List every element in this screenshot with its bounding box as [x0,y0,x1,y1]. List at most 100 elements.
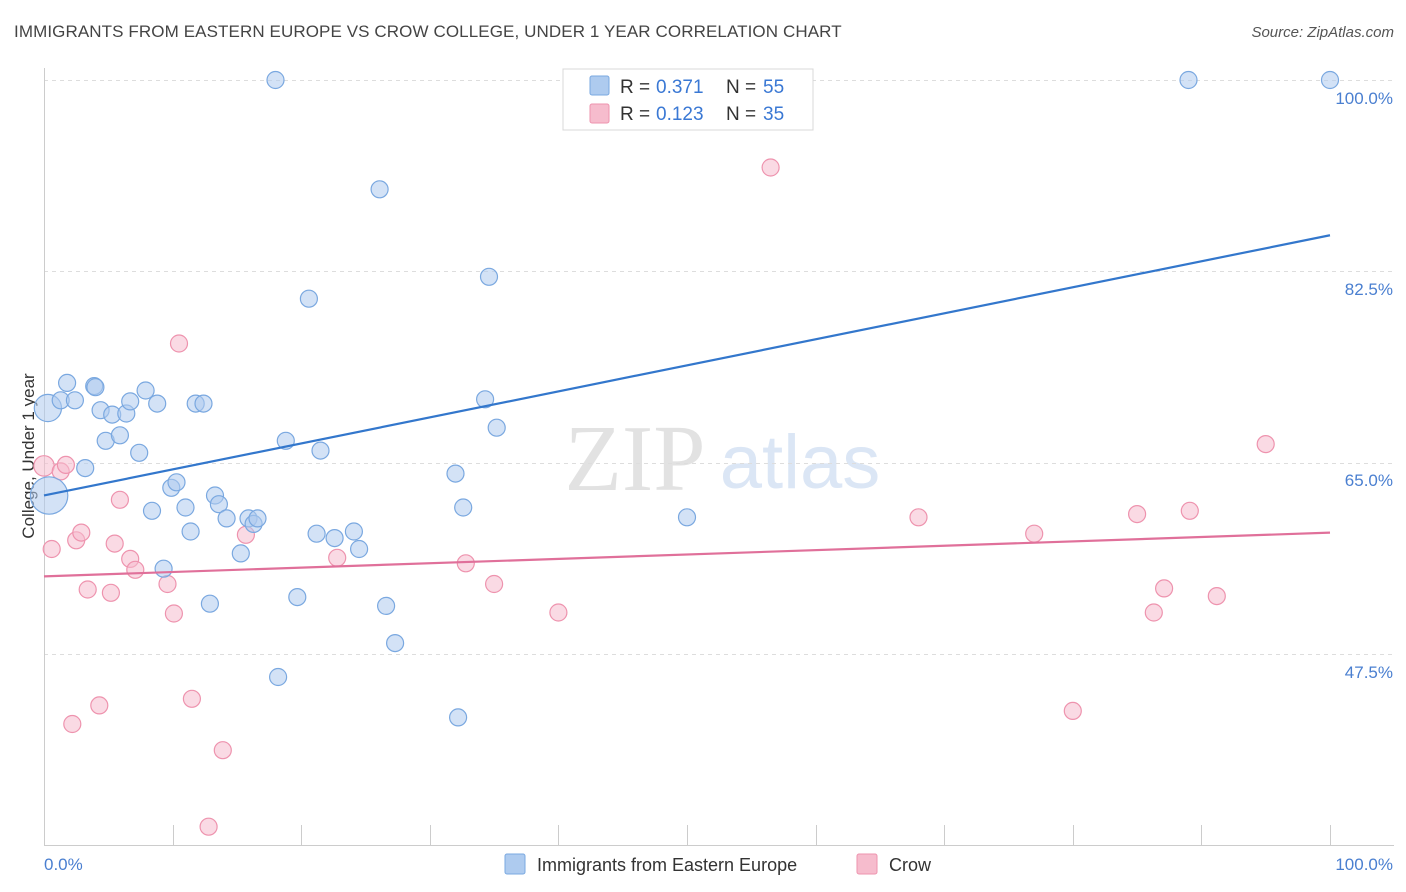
crow-point-19 [213,741,232,760]
crow-point-7 [78,580,97,599]
crow-point-31 [1154,579,1174,598]
eastern-europe-point-7 [86,378,105,397]
crow-point-15 [164,604,183,623]
series-eastern-europe-points [29,70,1340,727]
eastern-europe-point-18 [154,559,173,578]
legend-r-label-pink: R = [620,104,650,125]
crow-point-3 [56,455,76,474]
crow-point-21 [328,548,347,567]
crow-point-33 [1207,586,1226,606]
eastern-europe-point-38 [307,524,326,543]
eastern-europe-point-5 [76,459,95,478]
y-tick-label-47-5: 47.5% [1345,663,1393,682]
eastern-europe-point-11 [110,426,130,445]
eastern-europe-point-50 [479,267,499,286]
source-credit: Source: ZipAtlas.com [1251,24,1394,41]
eastern-europe-point-36 [288,587,307,607]
crow-point-11 [110,490,130,509]
crow-point-30 [1144,603,1163,622]
eastern-europe-point-47 [449,708,468,727]
crow-point-0 [33,455,55,477]
crow-point-23 [485,574,504,594]
crow-point-17 [182,689,201,708]
legend-n-value-blue: 55 [763,77,784,98]
eastern-europe-point-20 [167,473,186,492]
eastern-europe-point-4 [65,391,85,410]
eastern-europe-point-15 [136,381,155,400]
eastern-europe-point-21 [176,498,195,517]
crow-point-18 [199,817,218,836]
eastern-europe-point-17 [148,394,167,413]
crow-point-28 [1063,701,1082,721]
eastern-europe-point-25 [200,594,219,613]
crow-point-32 [1180,501,1199,520]
crow-point-9 [101,583,121,602]
crow-point-25 [761,158,780,177]
eastern-europe-point-37 [299,289,318,308]
legend-n-label-pink: N = [726,104,756,125]
crow-point-13 [126,560,145,579]
crow-point-14 [158,574,177,594]
crow-point-4 [63,714,82,734]
legend-r-label-blue: R = [620,77,650,98]
eastern-europe-point-41 [344,522,363,541]
trend-line-eastern-europe [43,234,1331,497]
watermark-atlas: atlas [720,420,881,505]
x-tick-label-right: 100.0% [1335,855,1393,874]
eastern-europe-point-3 [57,373,77,392]
crow-point-26 [909,508,928,527]
bottom-legend-swatch-crow [856,853,878,875]
eastern-europe-point-53 [1179,70,1198,90]
crow-point-8 [90,696,109,715]
eastern-europe-point-29 [231,544,250,563]
eastern-europe-point-27 [209,495,228,514]
eastern-europe-point-48 [454,498,473,517]
crow-point-27 [1025,524,1044,543]
eastern-europe-point-14 [130,443,149,462]
eastern-europe-point-44 [377,596,396,616]
crow-point-6 [72,523,91,542]
eastern-europe-point-40 [325,528,344,548]
eastern-europe-point-13 [121,392,140,411]
eastern-europe-point-24 [194,394,213,413]
crow-point-34 [1256,435,1275,454]
y-tick-label-100: 100.0% [1335,89,1393,108]
eastern-europe-point-39 [311,441,330,460]
crow-point-10 [105,534,124,553]
legend-swatch-pink [589,103,610,124]
eastern-europe-point-42 [350,539,369,559]
legend-r-value-pink: 0.123 [656,104,704,125]
eastern-europe-point-34 [269,667,288,687]
eastern-europe-point-16 [142,501,162,520]
x-ticks [44,825,1331,845]
correlation-legend: R = 0.371 N = 55 R = 0.123 N = 35 [562,68,814,131]
bottom-legend-label-eastern-europe: Immigrants from Eastern Europe [537,855,797,875]
watermark-zip: ZIP [565,407,706,511]
series-crow-points [33,158,1275,836]
eastern-europe-point-49 [476,390,495,409]
bottom-legend-swatch-eastern-europe [504,853,526,875]
y-tick-label-82-5: 82.5% [1345,280,1393,299]
legend-n-label-blue: N = [726,77,756,98]
legend-n-value-pink: 35 [763,104,784,125]
legend-swatch-blue [589,75,610,96]
eastern-europe-point-32 [248,509,267,528]
crow-point-1 [42,539,61,559]
eastern-europe-point-54 [1320,70,1340,90]
eastern-europe-point-33 [266,70,285,90]
y-axis-title: College, Under 1 year [19,373,38,539]
eastern-europe-point-28 [217,509,236,528]
eastern-europe-point-51 [487,418,506,437]
crow-point-24 [549,603,568,622]
crow-point-16 [169,334,189,353]
x-tick-label-left: 0.0% [44,855,83,874]
crow-point-29 [1127,504,1147,524]
eastern-europe-point-45 [386,633,405,653]
bottom-legend-label-crow: Crow [889,855,932,875]
eastern-europe-point-43 [370,180,389,199]
eastern-europe-point-46 [446,464,465,483]
legend-r-value-blue: 0.371 [656,77,704,98]
y-tick-labels: 100.0% 82.5% 65.0% 47.5% [1335,89,1393,682]
series-legend: Immigrants from Eastern Europe Crow [504,853,932,875]
chart-title: IMMIGRANTS FROM EASTERN EUROPE VS CROW C… [14,22,842,41]
